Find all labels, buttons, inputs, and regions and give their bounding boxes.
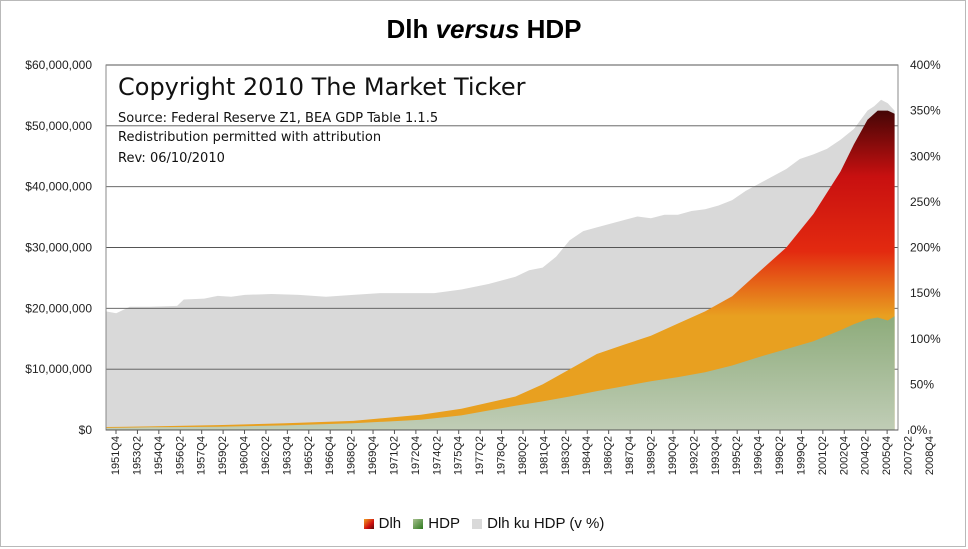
- annotation-redistribution: Redistribution permitted with attributio…: [118, 130, 381, 145]
- y-right-tick-label: 250%: [910, 195, 941, 209]
- x-tick-label: 2001Q2: [817, 436, 829, 475]
- x-tick-label: 1968Q2: [346, 436, 358, 475]
- x-tick-label: 1972Q4: [410, 436, 422, 475]
- x-tick-label: 1978Q4: [496, 436, 508, 475]
- x-tick-label: 1995Q2: [731, 436, 743, 475]
- y-right-tick-label: 50%: [910, 377, 934, 391]
- y-right-tick-label: 150%: [910, 286, 941, 300]
- legend: Dlh HDP Dlh ku HDP (v %): [0, 515, 968, 533]
- dlh-area: [106, 110, 895, 430]
- x-tick-label: 1957Q4: [196, 436, 208, 475]
- y-right-tick-label: 100%: [910, 332, 941, 346]
- y-right-tick-label: 400%: [910, 58, 941, 72]
- x-tick-label: 1980Q2: [517, 436, 529, 475]
- hdp-series-layer: [106, 316, 895, 430]
- x-tick-label: 1998Q2: [774, 436, 786, 475]
- title-part-2: versus: [435, 14, 520, 44]
- legend-swatch-hdp: [413, 518, 424, 529]
- y-left-tick-label: $10,000,000: [25, 362, 92, 376]
- x-tick-label: 2004Q2: [860, 436, 872, 475]
- dlh-series-layer: [106, 110, 895, 430]
- x-tick-label: 1989Q2: [646, 436, 658, 475]
- title-part-3: HDP: [519, 14, 582, 44]
- y-left-tick-label: $20,000,000: [25, 301, 92, 315]
- y-axis-left-labels: $0 $10,000,000 $20,000,000 $30,000,000 $40,0…: [25, 58, 92, 437]
- legend-swatch-ratio: [472, 518, 483, 529]
- legend-item-hdp[interactable]: HDP: [413, 515, 460, 532]
- x-tick-label: 1984Q4: [581, 436, 593, 475]
- annotation-revision: Rev: 06/10/2010: [118, 151, 225, 166]
- x-tick-label: 1990Q4: [667, 436, 679, 475]
- x-tick-label: 1954Q4: [153, 436, 165, 475]
- legend-label-hdp: HDP: [428, 515, 460, 532]
- y-left-tick-label: $60,000,000: [25, 58, 92, 72]
- chart-title: Dlh versus HDP: [0, 14, 968, 45]
- x-tick-label: 1987Q4: [624, 436, 636, 475]
- x-tick-label: 2005Q4: [881, 436, 893, 475]
- x-tick-label: 1962Q2: [260, 436, 272, 475]
- x-tick-label: 1956Q2: [174, 436, 186, 475]
- annotation-copyright: Copyright 2010 The Market Ticker: [118, 73, 526, 101]
- legend-label-ratio: Dlh ku HDP (v %): [487, 515, 605, 532]
- x-tick-label: 1977Q2: [474, 436, 486, 475]
- x-tick-label: 2008Q4: [924, 436, 936, 475]
- x-tick-label: 1969Q4: [367, 436, 379, 475]
- y-right-tick-label: 0%: [910, 423, 928, 437]
- x-axis-labels: 1951Q4 1953Q2 1954Q4 1956Q2 1957Q4 1959Q2 1960…: [110, 430, 936, 475]
- x-tick-label: 1975Q4: [453, 436, 465, 475]
- y-left-tick-label: $50,000,000: [25, 119, 92, 133]
- annotation-source: Source: Federal Reserve Z1, BEA GDP Tabl…: [118, 111, 438, 126]
- x-tick-label: 1986Q2: [603, 436, 615, 475]
- x-tick-label: 1993Q4: [710, 436, 722, 475]
- legend-label-dlh: Dlh: [378, 515, 402, 532]
- x-tick-label: 1959Q2: [217, 436, 229, 475]
- x-tick-label: 1999Q4: [795, 436, 807, 475]
- x-tick-label: 1963Q4: [281, 436, 293, 475]
- x-tick-label: 2002Q4: [838, 436, 850, 475]
- x-tick-label: 1966Q4: [324, 436, 336, 475]
- x-tick-label: 1996Q4: [753, 436, 765, 475]
- x-tick-label: 1960Q4: [239, 436, 251, 475]
- legend-swatch-dlh: [363, 518, 374, 529]
- title-part-1: Dlh: [386, 14, 436, 44]
- y-right-tick-label: 350%: [910, 104, 941, 118]
- x-tick-label: 1981Q4: [538, 436, 550, 475]
- y-left-tick-label: $30,000,000: [25, 241, 92, 255]
- y-right-tick-label: 200%: [910, 241, 941, 255]
- annotation-box: Copyright 2010 The Market Ticker Source:…: [118, 73, 526, 166]
- hdp-area: [106, 316, 895, 430]
- x-tick-label: 2007Q2: [903, 436, 915, 475]
- legend-item-dlh[interactable]: Dlh: [363, 515, 402, 532]
- x-tick-label: 1965Q2: [303, 436, 315, 475]
- y-left-tick-label: $40,000,000: [25, 180, 92, 194]
- y-left-tick-label: $0: [79, 423, 93, 437]
- x-tick-label: 1983Q2: [560, 436, 572, 475]
- x-tick-label: 1951Q4: [110, 436, 122, 475]
- x-tick-label: 1971Q2: [388, 436, 400, 475]
- x-tick-label: 1992Q2: [688, 436, 700, 475]
- y-right-tick-label: 300%: [910, 149, 941, 163]
- legend-item-ratio[interactable]: Dlh ku HDP (v %): [472, 515, 604, 532]
- x-tick-label: 1974Q2: [431, 436, 443, 475]
- y-axis-right-labels: 0% 50% 100% 150% 200% 250% 300% 350% 400%: [910, 58, 941, 437]
- x-tick-label: 1953Q2: [131, 436, 143, 475]
